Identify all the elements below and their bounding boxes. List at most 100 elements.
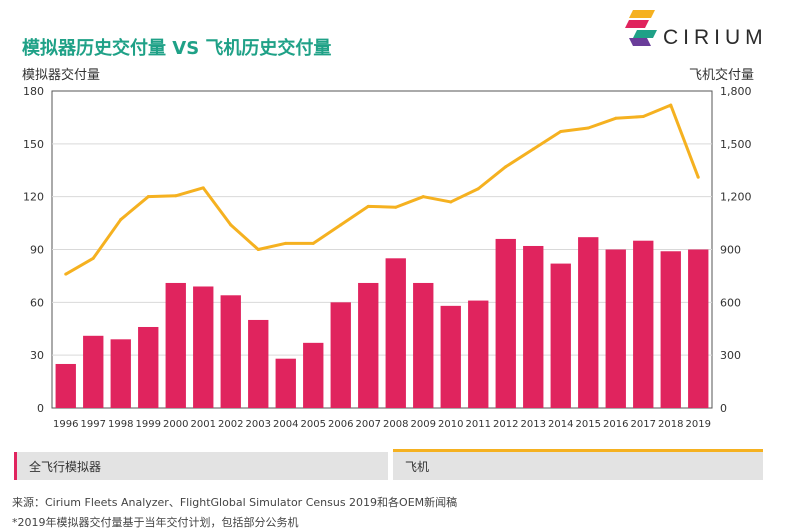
brand-name: CIRIUM <box>663 26 768 49</box>
bar-2013 <box>523 245 544 408</box>
y-right-tick-label: 1,800 <box>720 85 752 98</box>
bar-2003 <box>248 319 269 408</box>
x-tick-label: 2016 <box>603 419 628 430</box>
bar-2019 <box>688 249 709 408</box>
bar-2007 <box>358 282 379 408</box>
aircraft-point-2013 <box>531 147 535 151</box>
source-footnote: 来源：Cirium Fleets Analyzer、FlightGlobal S… <box>12 496 458 509</box>
bar-2011 <box>468 300 489 408</box>
cirium-logo-icon <box>625 10 657 46</box>
y-right-tick-label: 900 <box>720 244 741 257</box>
x-tick-label: 2000 <box>163 419 188 430</box>
aircraft-point-1996 <box>64 272 68 276</box>
y-left-tick-label: 30 <box>30 349 44 362</box>
y-left-tick-label: 180 <box>23 85 44 98</box>
aircraft-point-2003 <box>256 248 260 251</box>
aircraft-point-1999 <box>146 195 150 199</box>
combo-chart: 0 0 30 300 60 600 90 900 120 1,200 150 1,500 180 1,80… <box>23 85 752 430</box>
bar-2008 <box>385 258 406 408</box>
y-right-tick-label: 1,200 <box>720 191 752 204</box>
x-tick-label: 2001 <box>191 419 216 430</box>
x-tick-label: 1997 <box>81 419 106 430</box>
y-right-tick-label: 300 <box>720 349 741 362</box>
x-tick-label: 1998 <box>108 419 133 430</box>
x-tick-label: 2011 <box>466 419 491 430</box>
aircraft-point-2018 <box>669 103 673 107</box>
y-right-tick-label: 600 <box>720 296 741 309</box>
aircraft-point-2015 <box>586 126 590 130</box>
chart-title: 模拟器历史交付量 VS 飞机历史交付量 <box>22 38 332 59</box>
x-tick-label: 2006 <box>328 419 353 430</box>
legend-simulator: 全飞行模拟器 <box>14 452 388 480</box>
x-tick-label: 2009 <box>411 419 436 430</box>
bar-1997 <box>83 335 104 408</box>
bar-2014 <box>550 263 571 408</box>
aircraft-point-2012 <box>504 165 508 169</box>
legend-aircraft: 飞机 <box>393 449 763 480</box>
x-tick-label: 2015 <box>576 419 601 430</box>
x-tick-label: 2014 <box>548 419 573 430</box>
bar-2005 <box>303 342 324 408</box>
x-tick-label: 2012 <box>493 419 518 430</box>
legend-simulator-label: 全飞行模拟器 <box>29 459 102 474</box>
right-axis-label: 飞机交付量 <box>688 68 754 83</box>
x-tick-label: 1999 <box>136 419 161 430</box>
x-tick-label: 2018 <box>658 419 683 430</box>
x-tick-label: 2003 <box>246 419 271 430</box>
aircraft-point-2019 <box>696 175 700 179</box>
bar-2002 <box>220 295 241 408</box>
aircraft-point-2002 <box>229 223 233 227</box>
bar-2004 <box>275 358 296 408</box>
bar-2018 <box>660 251 681 408</box>
x-tick-label: 1996 <box>53 419 78 430</box>
bar-1998 <box>110 339 131 408</box>
note-footnote: *2019年模拟器交付量基于当年交付计划，包括部分公务机 <box>12 516 299 529</box>
bar-2001 <box>193 286 214 408</box>
x-tick-label: 2002 <box>218 419 243 430</box>
y-right-tick-label: 0 <box>720 402 727 415</box>
y-left-tick-label: 150 <box>23 138 44 151</box>
aircraft-point-2000 <box>174 194 178 198</box>
aircraft-point-2017 <box>641 115 645 119</box>
aircraft-point-2006 <box>339 223 343 227</box>
aircraft-line <box>65 103 700 276</box>
bar-2015 <box>578 237 599 408</box>
bar-2000 <box>165 282 186 408</box>
aircraft-point-2008 <box>394 205 398 209</box>
y-right-tick-label: 1,500 <box>720 138 752 151</box>
aircraft-point-1997 <box>91 256 95 260</box>
aircraft-point-2010 <box>449 200 453 204</box>
aircraft-point-2009 <box>421 195 425 199</box>
aircraft-point-2011 <box>476 187 480 191</box>
aircraft-point-2005 <box>311 241 315 245</box>
bar-2017 <box>633 240 654 408</box>
y-left-tick-label: 60 <box>30 296 44 309</box>
x-tick-label: 2019 <box>686 419 711 430</box>
x-tick-label: 2005 <box>301 419 326 430</box>
bar-2010 <box>440 305 461 408</box>
x-tick-label: 2010 <box>438 419 463 430</box>
bar-2016 <box>605 249 626 408</box>
bar-2009 <box>413 282 434 408</box>
x-tick-label: 2004 <box>273 419 298 430</box>
bar-2006 <box>330 302 351 408</box>
y-left-tick-label: 90 <box>30 244 44 257</box>
x-tick-label: 2013 <box>521 419 546 430</box>
legend-aircraft-label: 飞机 <box>405 459 430 474</box>
aircraft-point-2007 <box>366 204 370 208</box>
left-axis-label: 模拟器交付量 <box>22 68 101 83</box>
aircraft-point-2004 <box>284 241 288 245</box>
aircraft-point-2014 <box>559 130 563 134</box>
x-tick-label: 2017 <box>631 419 656 430</box>
aircraft-point-2016 <box>614 116 618 120</box>
x-tick-label: 2007 <box>356 419 381 430</box>
bar-2012 <box>495 238 516 408</box>
cirium-logo: CIRIUM <box>625 8 775 56</box>
y-left-tick-label: 120 <box>23 191 44 204</box>
bar-1996 <box>55 363 76 408</box>
y-left-tick-label: 0 <box>37 402 44 415</box>
aircraft-point-1998 <box>119 218 123 222</box>
aircraft-point-2001 <box>201 186 205 190</box>
bar-1999 <box>138 326 159 408</box>
x-tick-label: 2008 <box>383 419 408 430</box>
